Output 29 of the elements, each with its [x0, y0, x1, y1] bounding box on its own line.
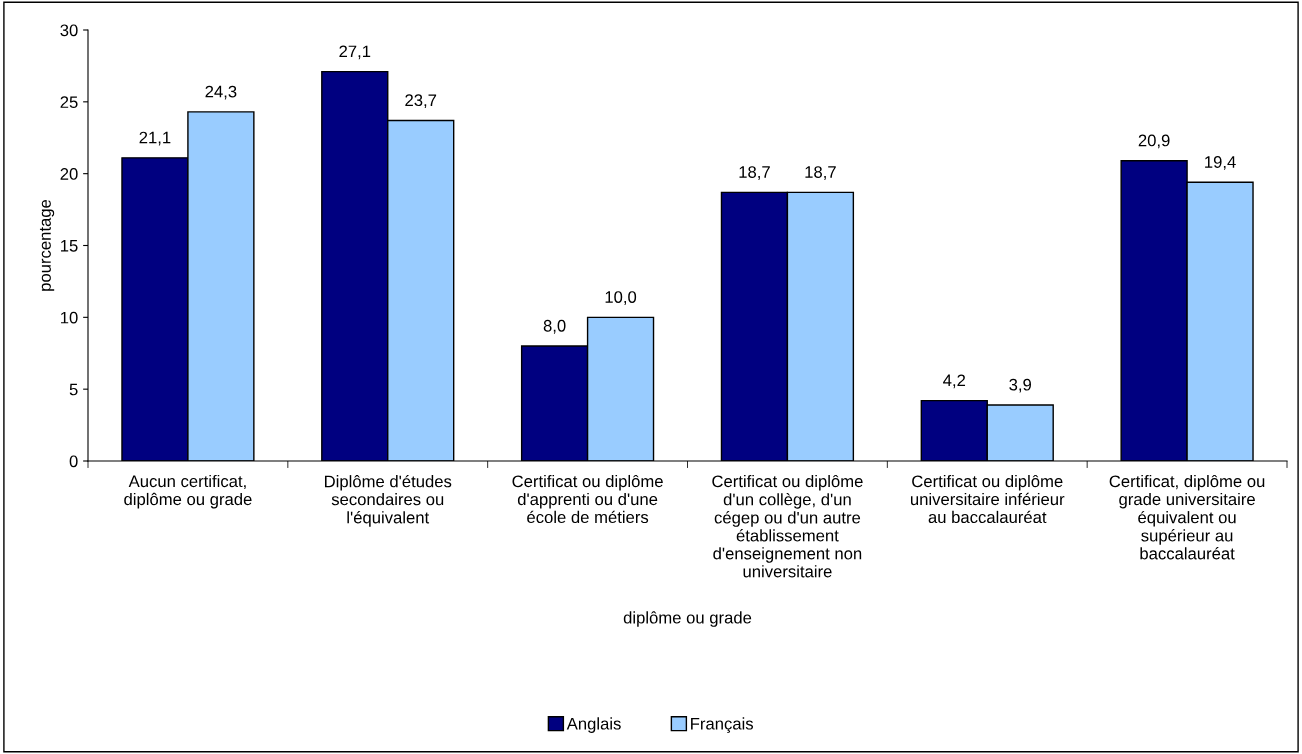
data-label: 24,3	[205, 85, 237, 100]
y-tick-label: 25	[60, 96, 78, 109]
data-label: 3,9	[1009, 378, 1032, 393]
x-tick-label: Certificat ou diplôme d'un collège, d'un cégep ou d'un autre établissement d'enseignement non universitaire	[712, 474, 863, 578]
x-tick-label: Certificat ou diplôme universitaire inférieur au baccalauréat	[910, 474, 1065, 524]
data-label: 18,7	[739, 166, 770, 180]
data-label: 20,9	[1138, 134, 1170, 149]
y-axis-title: pourcentage	[39, 199, 55, 291]
y-tick-label: 10	[61, 311, 78, 324]
x-tick-label: Diplôme d'études secondaires ou l'équivalent	[324, 474, 452, 527]
x-tick-label: Certificat ou diplôme d'apprenti ou d'une école de métiers	[512, 474, 663, 524]
y-tick-label: 30	[60, 24, 78, 37]
legend-label: Anglais	[566, 717, 621, 733]
y-tick-label: 0	[69, 455, 78, 468]
data-label: 27,1	[339, 45, 371, 60]
x-tick-label: Aucun certificat, diplôme ou grade	[124, 474, 252, 509]
y-tick-label: 15	[61, 240, 78, 252]
data-label: 23,7	[405, 94, 437, 109]
data-label: 19,4	[1205, 156, 1236, 170]
data-label: 18,7	[805, 166, 836, 180]
x-axis-title: diplôme ou grade	[623, 611, 752, 627]
data-label: 8,0	[543, 319, 566, 334]
legend-label: Français	[691, 717, 754, 733]
x-tick-label: Certificat, diplôme ou grade universitaire équivalent ou supérieur au baccalauréat	[1109, 474, 1265, 560]
y-tick-label: 5	[69, 383, 78, 396]
data-label: 10,0	[605, 291, 637, 305]
data-label: 4,2	[943, 374, 966, 389]
y-tick-label: 20	[60, 168, 78, 180]
data-label: 21,1	[139, 131, 171, 146]
